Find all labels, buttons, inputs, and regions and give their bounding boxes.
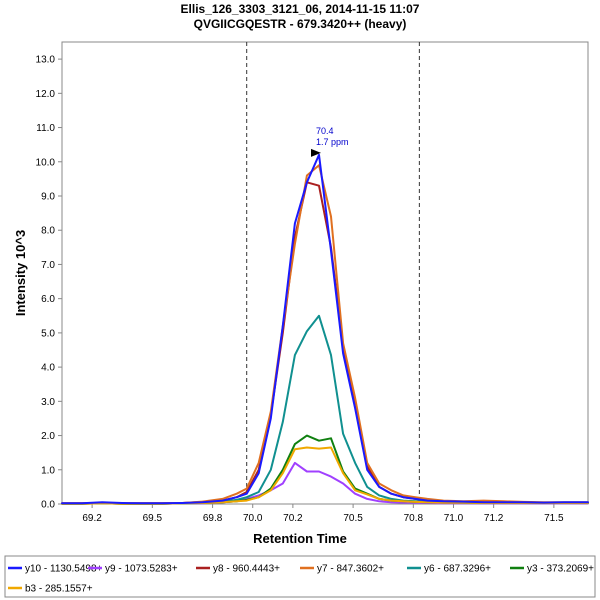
peak-marker-icon <box>310 148 321 157</box>
series-lines <box>61 153 589 505</box>
legend-label: y9 - 1073.5283+ <box>105 564 178 575</box>
peak-ppm-label: 1.7 ppm <box>316 137 349 147</box>
legend-item: y6 - 687.3296+ <box>407 564 491 575</box>
x-tick-label: 69.2 <box>82 513 102 524</box>
y-tick-label: 12.0 <box>36 89 56 100</box>
legend-label: y6 - 687.3296+ <box>424 564 491 575</box>
y-tick-label: 5.0 <box>41 328 55 339</box>
y-axis-label: Intensity 10^3 <box>13 230 28 316</box>
x-tick-label: 71.5 <box>544 513 564 524</box>
legend-label: y8 - 960.4443+ <box>213 564 280 575</box>
x-tick-label: 70.0 <box>243 513 263 524</box>
legend <box>4 555 596 598</box>
integration-boundaries <box>246 42 420 504</box>
legend-label: y3 - 373.2069+ <box>527 564 594 575</box>
y-tick-label: 11.0 <box>36 123 55 134</box>
y-tick-label: 13.0 <box>36 55 56 66</box>
series-line-y10 <box>61 153 589 505</box>
x-tick-label: 69.8 <box>203 513 223 524</box>
x-tick-label: 71.0 <box>444 513 464 524</box>
y-tick-label: 9.0 <box>41 192 55 203</box>
plot-area <box>61 41 589 505</box>
x-tick-label: 70.2 <box>283 513 303 524</box>
x-tick-label: 69.5 <box>143 513 163 524</box>
y-tick-label: 7.0 <box>41 260 55 271</box>
peak-annotation: 70.4 1.7 ppm <box>310 126 349 157</box>
y-tick-label: 1.0 <box>41 465 55 476</box>
chart-subtitle: QVGIICGQESTR - 679.3420++ (heavy) <box>194 17 407 31</box>
y-tick-label: 10.0 <box>36 157 56 168</box>
x-tick-label: 70.8 <box>404 513 424 524</box>
y-tick-label: 4.0 <box>41 363 55 374</box>
y-axis: 0.0 1.0 2.0 3.0 4.0 5.0 6.0 7.0 8.0 9.0 10.0 11.0 12… <box>36 55 62 511</box>
y-tick-label: 6.0 <box>41 294 55 305</box>
y-tick-label: 0.0 <box>41 500 55 511</box>
peak-rt-label: 70.4 <box>316 126 334 136</box>
legend-item: y7 - 847.3602+ <box>300 564 384 575</box>
legend-item: y3 - 373.2069+ <box>510 564 594 575</box>
y-tick-label: 8.0 <box>41 226 55 237</box>
x-tick-label: 70.5 <box>343 513 363 524</box>
legend-label: b3 - 285.1557+ <box>25 584 93 595</box>
legend-items: y10 - 1130.5498+ y9 - 1073.5283+ y8 - 960.… <box>8 564 594 595</box>
legend-label: y7 - 847.3602+ <box>317 564 384 575</box>
y-tick-label: 2.0 <box>41 431 55 442</box>
legend-item: b3 - 285.1557+ <box>8 584 93 595</box>
legend-item: y9 - 1073.5283+ <box>88 564 178 575</box>
x-axis-label: Retention Time <box>253 531 347 546</box>
chart-title: Ellis_126_3303_3121_06, 2014-11-15 11:07 <box>181 2 420 16</box>
legend-label: y10 - 1130.5498+ <box>25 564 103 575</box>
x-tick-label: 71.2 <box>484 513 504 524</box>
x-axis: 69.2 69.5 69.8 70.0 70.2 70.5 70.8 71.0 71.2 71.5 <box>82 504 564 524</box>
y-tick-label: 3.0 <box>41 397 55 408</box>
legend-item: y10 - 1130.5498+ <box>8 564 103 575</box>
legend-item: y8 - 960.4443+ <box>196 564 280 575</box>
